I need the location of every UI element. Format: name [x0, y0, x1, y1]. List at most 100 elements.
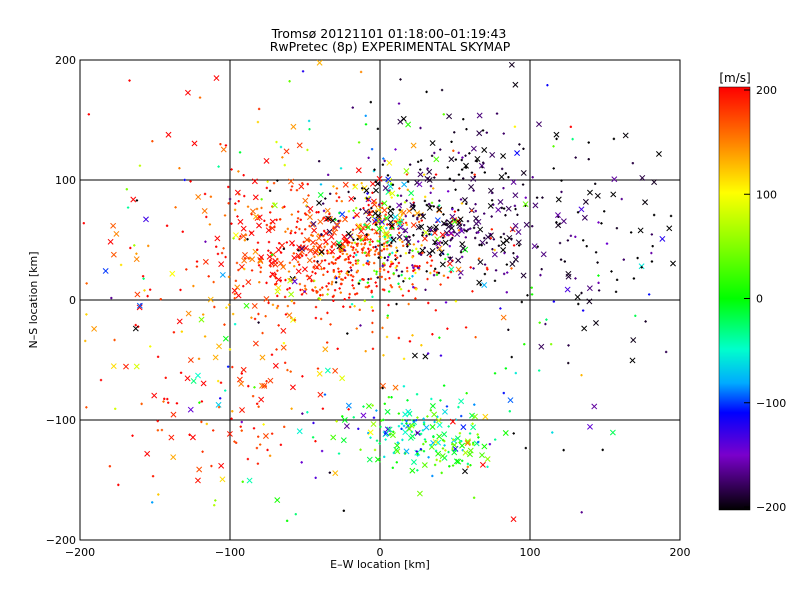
data-point-dot: [224, 255, 227, 259]
data-point-dot: [198, 401, 201, 404]
data-point-dot: [448, 177, 452, 181]
data-point-dot: [473, 173, 476, 176]
data-point-cross: [256, 222, 262, 229]
data-point-cross: [310, 221, 317, 227]
data-point-dot: [276, 304, 280, 308]
data-point-cross: [343, 423, 350, 430]
data-point-dot: [309, 248, 313, 252]
data-point-dot: [108, 465, 112, 468]
data-point-dot: [546, 84, 549, 87]
data-point-dot: [541, 196, 544, 199]
data-point-dot: [207, 275, 210, 278]
data-point-dot: [365, 233, 368, 236]
data-point-dot: [343, 249, 346, 252]
data-point-dot: [358, 308, 361, 312]
data-point-cross: [462, 449, 469, 456]
data-point-cross: [433, 156, 440, 163]
data-point-dot: [308, 127, 311, 131]
data-point-cross: [340, 437, 347, 444]
data-point-dot: [378, 267, 382, 271]
data-point-dot: [271, 205, 274, 208]
data-point-cross: [387, 207, 394, 214]
data-point-dot: [401, 438, 404, 442]
data-point-dot: [349, 254, 352, 257]
data-point-dot: [368, 254, 371, 257]
data-point-dot: [233, 322, 237, 326]
data-point-dot: [227, 202, 230, 205]
data-point-cross: [443, 230, 450, 236]
data-point-cross: [195, 194, 202, 200]
data-point-dot: [351, 278, 354, 282]
data-point-dot: [514, 207, 517, 211]
data-point-dot: [217, 405, 221, 409]
data-point-dot: [382, 418, 385, 422]
data-point-dot: [593, 182, 597, 186]
data-point-dot: [417, 240, 420, 243]
data-point-dot: [450, 237, 453, 241]
data-point-dot: [471, 443, 475, 446]
data-point-dot: [382, 245, 386, 248]
data-point-cross: [586, 298, 593, 305]
data-point-dot: [117, 483, 120, 487]
data-point-cross: [470, 175, 477, 182]
data-point-cross: [143, 216, 149, 223]
data-point-dot: [365, 262, 368, 265]
data-point-dot: [288, 261, 292, 265]
data-point-dot: [209, 195, 213, 198]
data-point-dot: [426, 352, 430, 355]
data-point-dot: [256, 462, 260, 465]
data-point-dot: [464, 236, 468, 239]
data-point-dot: [257, 312, 260, 316]
data-point-dot: [338, 211, 341, 215]
data-point-dot: [448, 244, 451, 248]
data-point-dot: [451, 208, 454, 211]
data-point-cross: [478, 162, 485, 169]
data-point-cross: [400, 115, 407, 122]
data-point-dot: [369, 100, 373, 104]
data-point-dot: [524, 446, 528, 450]
data-point-cross: [245, 279, 252, 286]
data-point-dot: [363, 236, 367, 239]
data-point-dot: [151, 140, 154, 143]
data-point-cross: [581, 325, 588, 332]
data-point-dot: [275, 140, 278, 144]
data-point-dot: [404, 221, 408, 224]
data-point-dot: [505, 291, 508, 294]
data-point-dot: [356, 244, 359, 248]
data-point-dot: [351, 263, 355, 267]
data-point-dot: [260, 206, 263, 210]
data-point-dot: [414, 271, 417, 275]
x-axis-label: E–W location [km]: [330, 558, 430, 571]
data-point-cross: [261, 382, 268, 389]
data-point-dot: [390, 260, 393, 263]
data-point-cross: [169, 270, 176, 277]
data-point-cross: [659, 235, 666, 242]
data-point-dot: [340, 282, 343, 286]
data-point-dot: [326, 311, 329, 315]
data-point-dot: [367, 233, 370, 236]
data-point-dot: [348, 305, 352, 309]
data-point-dot: [380, 249, 383, 252]
data-point-dot: [213, 305, 216, 309]
data-point-cross: [213, 75, 220, 82]
data-point-dot: [231, 312, 235, 316]
data-point-dot: [399, 78, 402, 81]
data-point-cross: [233, 232, 239, 239]
data-point-dot: [326, 288, 330, 291]
data-point-dot: [417, 213, 421, 217]
data-point-dot: [490, 199, 494, 202]
data-point-dot: [299, 218, 302, 221]
data-point-dot: [539, 273, 542, 277]
data-point-dot: [425, 90, 428, 94]
data-point-dot: [166, 397, 169, 401]
data-point-dot: [472, 267, 475, 270]
data-point-cross: [446, 113, 453, 120]
data-point-cross: [365, 403, 372, 409]
data-point-cross: [449, 213, 456, 220]
data-point-dot: [460, 202, 464, 205]
data-point-dot: [499, 307, 502, 310]
data-point-cross: [421, 462, 428, 469]
data-point-dot: [424, 440, 427, 443]
data-point-cross: [134, 291, 141, 298]
data-point-dot: [307, 194, 310, 197]
